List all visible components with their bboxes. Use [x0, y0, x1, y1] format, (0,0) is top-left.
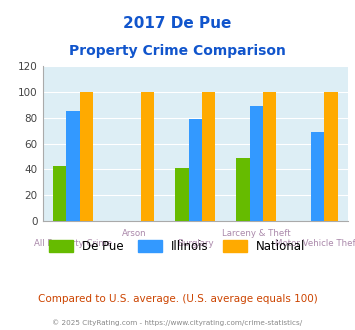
Bar — [236, 158, 250, 221]
Text: All Property Crime: All Property Crime — [34, 239, 112, 248]
Bar — [80, 92, 93, 221]
Text: © 2025 CityRating.com - https://www.cityrating.com/crime-statistics/: © 2025 CityRating.com - https://www.city… — [53, 319, 302, 326]
Bar — [202, 92, 215, 221]
Bar — [189, 119, 202, 221]
Bar — [311, 132, 324, 221]
Text: Arson: Arson — [122, 229, 147, 238]
Legend: De Pue, Illinois, National: De Pue, Illinois, National — [45, 236, 310, 258]
Bar — [141, 92, 154, 221]
Bar — [250, 106, 263, 221]
Text: Burglary: Burglary — [177, 239, 214, 248]
Bar — [263, 92, 277, 221]
Bar — [324, 92, 338, 221]
Text: 2017 De Pue: 2017 De Pue — [123, 16, 232, 31]
Text: Motor Vehicle Theft: Motor Vehicle Theft — [275, 239, 355, 248]
Text: Compared to U.S. average. (U.S. average equals 100): Compared to U.S. average. (U.S. average … — [38, 294, 317, 304]
Bar — [175, 168, 189, 221]
Text: Property Crime Comparison: Property Crime Comparison — [69, 44, 286, 58]
Bar — [53, 166, 66, 221]
Bar — [66, 111, 80, 221]
Text: Larceny & Theft: Larceny & Theft — [222, 229, 291, 238]
